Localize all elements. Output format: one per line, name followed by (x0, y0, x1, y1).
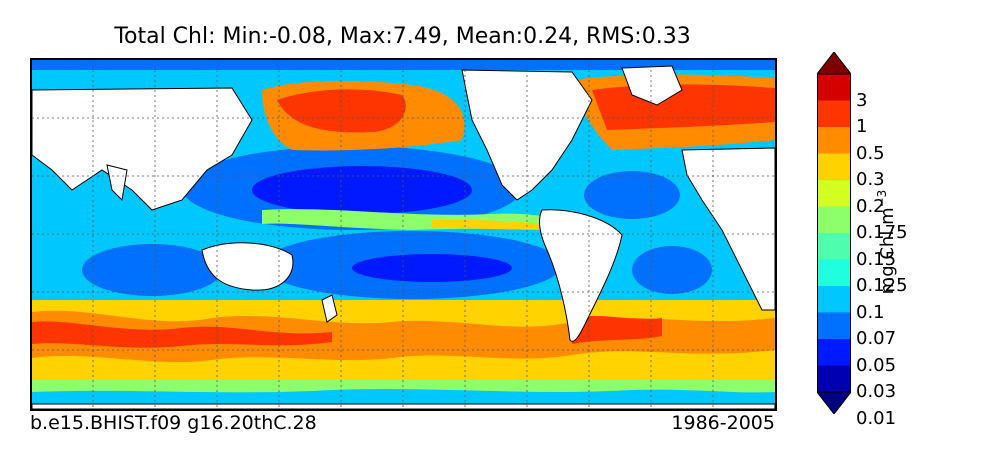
south-america (539, 209, 623, 342)
south-atlantic-peak (572, 316, 662, 344)
colorbar-tick-label: 1 (856, 116, 868, 137)
colorbar-tick-label: 0.2 (856, 195, 885, 217)
colorbar-tick-label: 0.05 (856, 354, 897, 376)
colorbar-segment (817, 206, 851, 234)
south-atlantic-gyre (632, 246, 712, 294)
units-exponent: −3 (875, 189, 889, 208)
colorbar-tick-label: 0.01 (856, 407, 897, 429)
southern-ocean-peak (32, 321, 332, 348)
australia (201, 242, 294, 291)
colorbar-tick-label: 0.15 (856, 248, 897, 270)
colorbar-segment (817, 74, 851, 101)
colorbar-units-label: mg Chl m−3 (875, 177, 899, 307)
colorbar-segment (817, 339, 851, 366)
period-label: 1986-2005 (671, 412, 775, 434)
colorbar-segment (817, 127, 851, 154)
case-name-label: b.e15.BHIST.f09 g16.20thC.28 (30, 412, 317, 434)
colorbar (817, 52, 851, 414)
north-pacific-gyre-core (252, 166, 472, 214)
colorbar-extend-min (817, 391, 851, 414)
colorbar-tick-label: 0.125 (856, 275, 908, 296)
colorbar-segment (817, 286, 851, 313)
colorbar-tick-label: 0.03 (856, 381, 897, 402)
colorbar-tick-label: 0.175 (856, 222, 908, 243)
colorbar-tick-label: 0.3 (856, 169, 885, 190)
north-atlantic-subpolar-peak (592, 84, 775, 130)
indian-ocean-gyre (82, 244, 222, 296)
colorbar-segment (817, 100, 851, 128)
colorbar-segment (817, 233, 851, 260)
colorbar-segment (817, 312, 851, 340)
colorbar-segment (817, 259, 851, 287)
colorbar-tick-label: 0.5 (856, 142, 885, 164)
africa (681, 147, 775, 311)
india (106, 164, 128, 202)
units-text: mg Chl m (877, 207, 898, 295)
plot-title: Total Chl: Min:-0.08, Max:7.49, Mean:0.2… (114, 24, 691, 49)
new-zealand (321, 294, 338, 323)
colorbar-segment (817, 180, 851, 207)
colorbar-extend-max (817, 52, 851, 75)
colorbar-segment (817, 365, 851, 393)
antarctica (32, 403, 775, 409)
eurasia-east (32, 87, 253, 211)
north-atlantic-gyre (584, 171, 680, 219)
south-pacific-gyre-core (352, 254, 512, 282)
colorbar-segment (817, 153, 851, 181)
equatorial-peak (432, 219, 552, 230)
grid-lines (32, 60, 775, 409)
greenland (621, 65, 683, 106)
arctic-band (32, 60, 775, 70)
chlorophyll-map (30, 58, 777, 411)
colorbar-tick-label: 0.07 (856, 328, 897, 349)
colorbar-tick-label: 0.1 (856, 301, 885, 323)
colorbar-tick-label: 3 (856, 89, 868, 111)
